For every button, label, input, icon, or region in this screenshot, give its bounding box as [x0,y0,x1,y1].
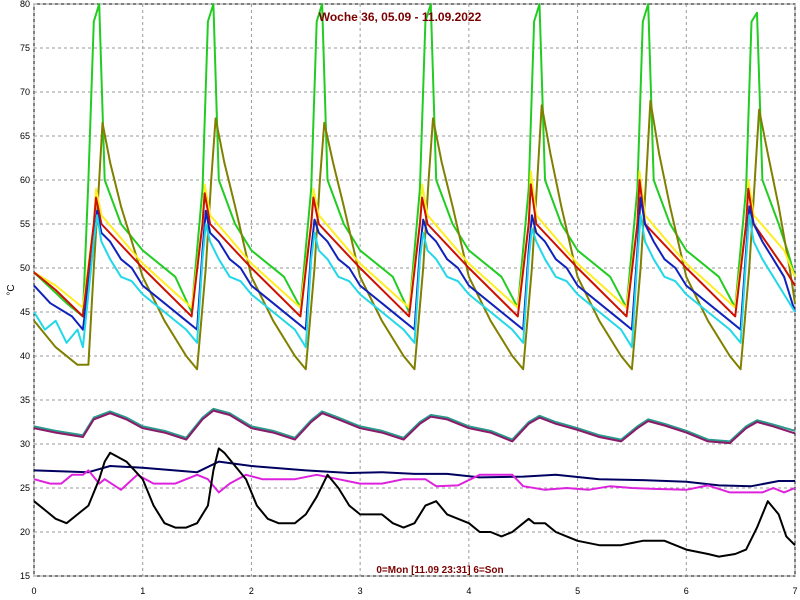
chart-title: Woche 36, 05.09 - 11.09.2022 [319,10,482,24]
series-line-6 [33,214,796,349]
y-tick-label: 40 [20,351,30,361]
y-tick-label: 65 [20,131,30,141]
series-line-4 [33,179,796,318]
x-tick-label: 3 [358,586,363,596]
series-line-8 [33,409,796,445]
y-axis-label: °C [6,284,17,295]
x-tick-label: 7 [792,586,797,596]
x-tick-labels: 0 1 2 3 4 5 6 7 [31,586,797,596]
y-tick-labels: 15 20 25 30 35 40 45 50 55 60 65 70 75 80 [20,0,30,581]
y-tick-label: 35 [20,395,30,405]
series-line-7 [33,407,796,443]
y-tick-label: 55 [20,219,30,229]
y-tick-label: 70 [20,87,30,97]
x-tick-label: 2 [249,586,254,596]
x-tick-label: 1 [140,586,145,596]
y-tick-label: 15 [20,571,30,581]
y-tick-label: 80 [20,0,30,9]
y-tick-label: 30 [20,439,30,449]
y-tick-label: 75 [20,43,30,53]
y-tick-label: 50 [20,263,30,273]
series-group [33,3,796,558]
x-tick-label: 4 [466,586,471,596]
x-tick-label: 0 [31,586,36,596]
series-line-11 [33,447,796,558]
series-line-9 [33,460,795,488]
y-tick-label: 60 [20,175,30,185]
x-tick-label: 6 [684,586,689,596]
y-tick-label: 25 [20,483,30,493]
series-line-2 [33,99,796,371]
y-tick-label: 45 [20,307,30,317]
x-axis-label: 0=Mon [11.09 23:31] 6=Son [376,565,503,576]
x-tick-label: 5 [575,586,580,596]
y-tick-label: 20 [20,527,30,537]
series-line-10 [33,469,796,494]
series-line-5 [33,196,796,331]
